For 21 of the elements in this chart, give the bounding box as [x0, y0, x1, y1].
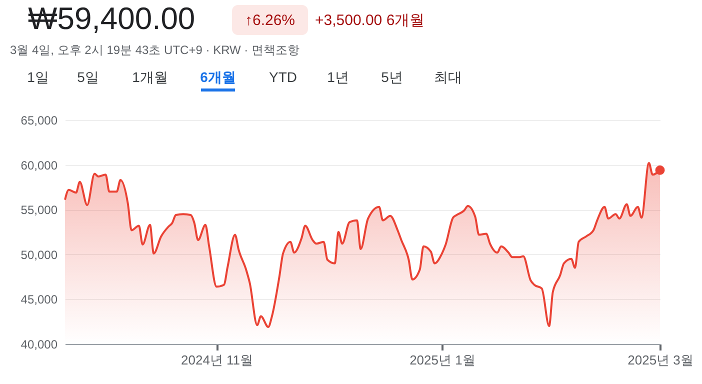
text: +3,500.00 6개월: [315, 12, 425, 29]
x-tick-label: 2024년 11월: [181, 352, 254, 368]
y-tick-label: 50,000: [20, 248, 58, 262]
chart-subtitle: 3월 4일, 오후 2시 19분 43초 UTC+9 · KRW · 면책조항: [10, 43, 300, 57]
text: ↑6.26%: [244, 12, 296, 29]
y-tick-label: 65,000: [20, 114, 58, 128]
text: YTD: [269, 69, 297, 85]
text: 6개월: [200, 69, 236, 85]
y-tick-label: 55,000: [20, 203, 58, 218]
chart-title: ₩59,400.00: [28, 1, 196, 36]
text: 5일: [77, 69, 99, 85]
text: 5년: [381, 69, 403, 85]
x-tick-label: 2025년 3월: [628, 352, 694, 368]
x-tick-label: 2025년 1월: [410, 352, 476, 368]
y-tick-label: 60,000: [20, 158, 58, 172]
y-tick-label: 40,000: [20, 338, 58, 352]
text: 1년: [327, 69, 349, 85]
text: 최대: [434, 69, 462, 85]
y-tick-label: 45,000: [20, 292, 58, 307]
text: 1개월: [132, 69, 168, 85]
text: 1일: [27, 69, 49, 85]
